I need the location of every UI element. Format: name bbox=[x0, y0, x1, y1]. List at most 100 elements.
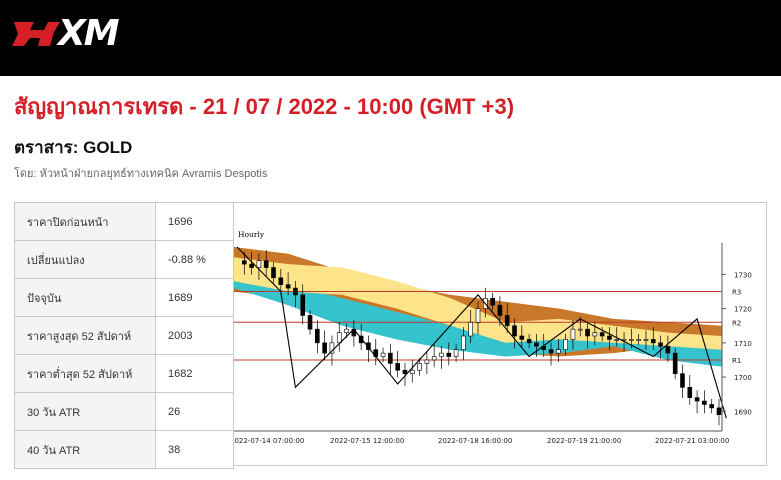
candle-body bbox=[716, 407, 722, 416]
stat-label: 40 วัน ATR bbox=[14, 430, 156, 469]
stat-value: 1689 bbox=[155, 278, 234, 317]
stat-value: 1682 bbox=[155, 354, 234, 393]
candle-body bbox=[636, 339, 641, 341]
candle-body bbox=[431, 356, 437, 361]
candle-body bbox=[285, 284, 291, 289]
x-tick-label: 2022-07-15 12:00:00 bbox=[330, 437, 404, 445]
chart-svg: R3 R2 R1 1690 1700 1710 1720 1730 2022-07-14 07:… bbox=[234, 230, 752, 445]
x-tick-label: 2022-07-18 16:00:00 bbox=[438, 437, 512, 445]
candle-body bbox=[329, 342, 335, 354]
candle-body bbox=[592, 332, 598, 337]
y-tick-label: 1720 bbox=[734, 306, 752, 314]
stats-table: ราคาปิดก่อนหน้า 1696 เปลี่ยนแปลง -0.88 %… bbox=[14, 202, 234, 469]
candle-body bbox=[256, 260, 262, 268]
candle-body bbox=[358, 335, 364, 344]
candle-body bbox=[570, 328, 576, 340]
candle-body bbox=[672, 352, 678, 374]
stat-value: -0.88 % bbox=[155, 240, 234, 279]
table-row: เปลี่ยนแปลง -0.88 % bbox=[14, 240, 234, 279]
candle-body bbox=[278, 277, 284, 285]
candle-body bbox=[512, 325, 517, 337]
candle-body bbox=[709, 404, 714, 409]
table-row: ราคาปิดก่อนหน้า 1696 bbox=[14, 202, 234, 241]
candle-body bbox=[687, 387, 693, 398]
candle-body bbox=[585, 328, 590, 337]
candle-body bbox=[336, 332, 342, 344]
candle-body bbox=[534, 342, 539, 347]
candle-body bbox=[307, 315, 313, 330]
candle-body bbox=[388, 352, 393, 364]
candle-body bbox=[556, 349, 561, 354]
author-byline: โดย: หัวหน้าฝ่ายกลยุทธ์ทางเทคนิค Avramis… bbox=[14, 168, 268, 180]
candle-body bbox=[271, 267, 276, 279]
candle-body bbox=[665, 345, 671, 354]
signal-headline: สัญญาณการเทรด - 21 / 07 / 2022 - 10:00 (… bbox=[14, 94, 515, 119]
stat-label: เปลี่ยนแปลง bbox=[14, 240, 156, 279]
xm-logo[interactable]: XM bbox=[10, 14, 134, 54]
candle-body bbox=[607, 335, 612, 340]
price-chart: R3 R2 R1 1690 1700 1710 1720 1730 2022-07-14 07:… bbox=[233, 202, 767, 466]
y-tick-label: 1700 bbox=[734, 374, 752, 382]
candle-body bbox=[702, 400, 707, 405]
logo-text: XM bbox=[58, 13, 120, 54]
candle-body bbox=[409, 369, 415, 374]
candle-body bbox=[650, 339, 656, 344]
stat-label: ราคาปิดก่อนหน้า bbox=[14, 202, 156, 241]
candle-body bbox=[468, 322, 473, 337]
candle-body bbox=[475, 308, 481, 323]
stat-label: ปัจจุบัน bbox=[14, 278, 156, 317]
table-row: ราคาสูงสุด 52 สัปดาห์ 2003 bbox=[14, 316, 234, 355]
candle-body bbox=[446, 352, 452, 357]
candle-body bbox=[599, 332, 605, 337]
level-label-r2: R2 bbox=[732, 319, 741, 327]
level-label-r3: R3 bbox=[732, 289, 741, 297]
stat-label: ราคาต่ำสุด 52 สัปดาห์ bbox=[14, 354, 156, 393]
candle-body bbox=[680, 373, 685, 388]
candle-body bbox=[490, 298, 495, 306]
candle-body bbox=[643, 339, 649, 341]
x-tick-label: 2022-07-21 03:00:00 bbox=[655, 437, 729, 445]
candle-body bbox=[366, 342, 371, 350]
level-label-r1: R1 bbox=[732, 357, 741, 365]
x-tick-label: 2022-07-19 21:00:00 bbox=[547, 437, 621, 445]
candle-body bbox=[380, 352, 386, 357]
instrument-title: ตราสาร: GOLD bbox=[14, 138, 133, 157]
stat-label: 30 วัน ATR bbox=[14, 392, 156, 431]
candle-body bbox=[519, 335, 525, 340]
zigzag-line bbox=[236, 246, 727, 419]
candle-body bbox=[249, 263, 254, 268]
cyan-band bbox=[234, 271, 722, 367]
candle-body bbox=[658, 342, 663, 347]
candle-body bbox=[453, 349, 459, 357]
candle-body bbox=[563, 339, 568, 350]
stat-value: 2003 bbox=[155, 316, 234, 355]
candle-body bbox=[614, 339, 620, 341]
stat-value: 38 bbox=[155, 430, 234, 469]
candle-body bbox=[315, 328, 320, 344]
stat-value: 1696 bbox=[155, 202, 234, 241]
candle-body bbox=[402, 369, 408, 374]
candle-body bbox=[300, 294, 306, 316]
y-tick-label: 1690 bbox=[734, 408, 752, 416]
candle-body bbox=[242, 260, 247, 265]
table-row: 30 วัน ATR 26 bbox=[14, 392, 234, 431]
table-row: 40 วัน ATR 38 bbox=[14, 430, 234, 469]
x-tick-label: 2022-07-14 07:00:00 bbox=[234, 437, 304, 445]
candle-body bbox=[526, 339, 532, 344]
candle-body bbox=[577, 328, 583, 331]
candle-body bbox=[497, 304, 503, 316]
y-tick-label: 1710 bbox=[734, 340, 752, 348]
candle-body bbox=[395, 363, 400, 371]
stat-label: ราคาสูงสุด 52 สัปดาห์ bbox=[14, 316, 156, 355]
candle-body bbox=[322, 342, 327, 354]
table-row: ราคาต่ำสุด 52 สัปดาห์ 1682 bbox=[14, 354, 234, 393]
candle-body bbox=[548, 349, 554, 354]
stat-value: 26 bbox=[155, 392, 234, 431]
candle-body bbox=[344, 328, 349, 333]
candle-body bbox=[694, 397, 700, 402]
candle-body bbox=[293, 287, 298, 296]
candle-body bbox=[424, 359, 430, 364]
yellow-band bbox=[234, 257, 722, 350]
top-bar: XM bbox=[0, 0, 781, 76]
candle-body bbox=[461, 335, 466, 350]
